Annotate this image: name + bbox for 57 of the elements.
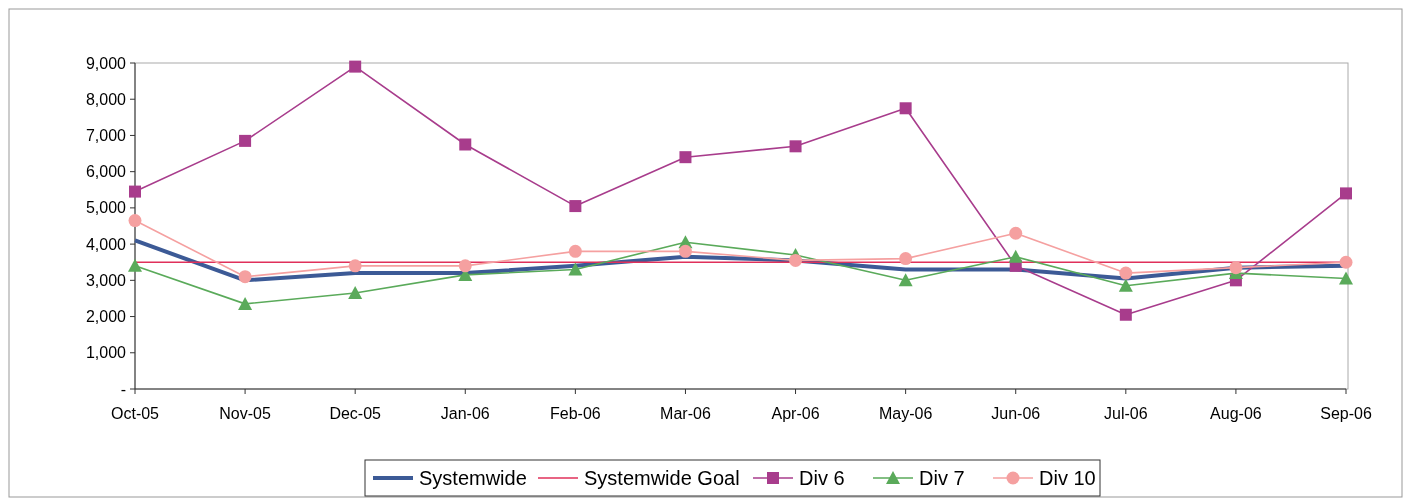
legend-label: Div 6 bbox=[799, 467, 845, 489]
y-tick-label: 3,000 bbox=[85, 271, 127, 289]
legend-label: Systemwide Goal bbox=[584, 467, 740, 489]
point bbox=[1009, 226, 1023, 240]
x-tick-label: Jan-06 bbox=[440, 405, 490, 422]
x-tick-label: Apr-06 bbox=[771, 405, 820, 422]
point bbox=[1119, 308, 1132, 321]
point bbox=[129, 185, 141, 198]
y-tick-label: 7,000 bbox=[85, 127, 127, 145]
point bbox=[1118, 278, 1133, 292]
y-tick-label: 1,000 bbox=[85, 344, 127, 362]
legend-label: Div 10 bbox=[1039, 467, 1096, 489]
y-tick-label: 2,000 bbox=[85, 308, 127, 326]
y-tick-label: 8,000 bbox=[85, 90, 127, 108]
point bbox=[1339, 271, 1353, 285]
point bbox=[459, 138, 472, 151]
point bbox=[458, 259, 472, 273]
point bbox=[238, 270, 252, 284]
legend-label: Div 7 bbox=[919, 467, 965, 489]
point bbox=[678, 244, 692, 258]
x-tick-label: May-06 bbox=[878, 405, 933, 422]
point bbox=[239, 134, 252, 147]
point bbox=[1119, 266, 1133, 280]
y-tick-label: - bbox=[120, 380, 126, 398]
point bbox=[349, 60, 362, 73]
point bbox=[128, 258, 142, 272]
x-tick-label: Mar-06 bbox=[660, 405, 711, 422]
point bbox=[1340, 187, 1352, 200]
point bbox=[1008, 249, 1023, 263]
point bbox=[679, 151, 692, 164]
legend-label: Systemwide bbox=[419, 467, 527, 489]
point bbox=[789, 140, 802, 153]
point bbox=[569, 200, 582, 213]
y-tick-label: 5,000 bbox=[85, 199, 127, 217]
point bbox=[348, 259, 362, 273]
point bbox=[789, 253, 803, 267]
x-tick-label: Feb-06 bbox=[550, 405, 601, 422]
x-tick-label: Nov-05 bbox=[219, 405, 271, 422]
x-tick-label: Oct-05 bbox=[110, 405, 160, 422]
point bbox=[238, 296, 253, 310]
x-tick-label: Dec-05 bbox=[329, 405, 382, 422]
point bbox=[1339, 255, 1353, 269]
point bbox=[568, 262, 583, 276]
point bbox=[899, 102, 912, 115]
y-tick-label: 9,000 bbox=[85, 54, 127, 72]
point bbox=[568, 244, 582, 258]
point bbox=[348, 286, 363, 300]
point bbox=[899, 252, 913, 266]
point bbox=[128, 214, 142, 228]
x-tick-label: Aug-06 bbox=[1210, 405, 1262, 422]
y-tick-label: 6,000 bbox=[85, 163, 127, 181]
x-tick-label: Jul-06 bbox=[1104, 405, 1148, 422]
x-tick-label: Sep-06 bbox=[1320, 405, 1372, 422]
x-tick-label: Jun-06 bbox=[991, 405, 1041, 422]
point bbox=[1229, 261, 1243, 275]
y-tick-label: 4,000 bbox=[85, 235, 127, 253]
point bbox=[898, 273, 913, 287]
